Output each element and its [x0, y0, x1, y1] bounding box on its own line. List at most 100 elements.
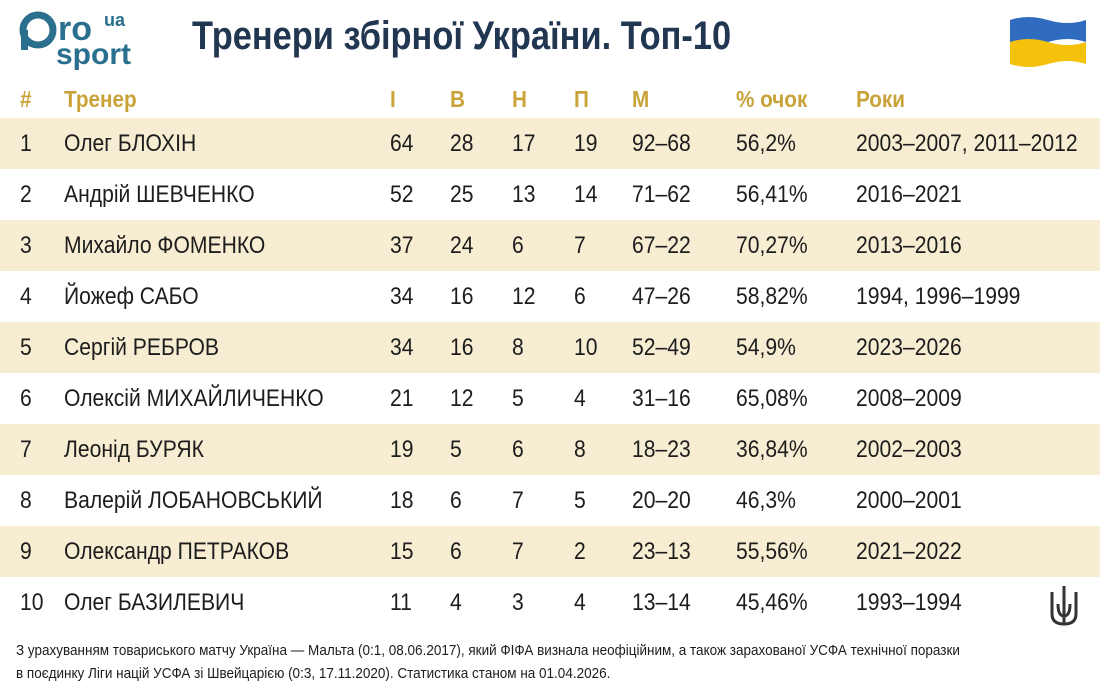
table-row: 7 Леонід БУРЯК 19 5 6 8 18–23 36,84% 2002–2003: [0, 424, 1100, 475]
table-cell: 11: [390, 589, 412, 616]
table-cell: 12: [512, 283, 536, 310]
table-cell: 67–22: [632, 232, 691, 259]
table-cell: 2016–2021: [856, 181, 962, 208]
table-cell: 1994, 1996–1999: [856, 283, 1021, 310]
table-cell: 13–14: [632, 589, 691, 616]
table-cell: Леонід БУРЯК: [64, 436, 204, 463]
column-header: В: [450, 86, 465, 112]
table-cell: Йожеф САБО: [64, 283, 199, 310]
table-cell: 70,27%: [736, 232, 808, 259]
table-cell: 5: [574, 487, 586, 514]
table-cell: 13: [512, 181, 536, 208]
table-cell: 19: [390, 436, 414, 463]
table-cell: 17: [512, 130, 536, 157]
table-cell: 21: [390, 385, 414, 412]
table-cell: 2003–2007, 2011–2012: [856, 130, 1078, 157]
table-cell: 3: [20, 232, 32, 259]
table-cell: 7: [512, 487, 524, 514]
table-cell: 10: [20, 589, 44, 616]
table-cell: 1: [20, 130, 32, 157]
table-cell: 14: [574, 181, 598, 208]
table-row: 5 Сергій РЕБРОВ 34 16 8 10 52–49 54,9% 2023–2026: [0, 322, 1100, 373]
table-cell: 6: [512, 436, 524, 463]
column-header: І: [390, 86, 396, 112]
table-cell: Валерій ЛОБАНОВСЬКИЙ: [64, 487, 323, 514]
footnote-line: З урахуванням товариського матчу Україна…: [16, 642, 960, 659]
table-cell: 45,46%: [736, 589, 808, 616]
table-cell: 2021–2022: [856, 538, 962, 565]
table-cell: 18: [390, 487, 414, 514]
table-cell: 7: [20, 436, 32, 463]
column-header: Тренер: [64, 86, 137, 112]
table-cell: 6: [20, 385, 32, 412]
title: Тренери збірної України. Топ-10: [192, 14, 732, 58]
table-cell: 8: [574, 436, 586, 463]
table-cell: 6: [450, 487, 462, 514]
table-cell: 65,08%: [736, 385, 808, 412]
logo-sport: sport: [56, 38, 131, 71]
table-cell: 16: [450, 334, 474, 361]
logo-text: ro: [58, 10, 92, 48]
table-cell: 6: [574, 283, 586, 310]
table-cell: 71–62: [632, 181, 691, 208]
table-cell: 4: [574, 589, 586, 616]
column-header: П: [574, 86, 589, 112]
table-row: 10 Олег БАЗИЛЕВИЧ 11 4 3 4 13–14 45,46% 1993–199…: [0, 577, 1100, 628]
table-cell: Олександр ПЕТРАКОВ: [64, 538, 290, 565]
table-cell: 56,2%: [736, 130, 796, 157]
table-row: 6 Олексій МИХАЙЛИЧЕНКО 21 12 5 4 31–16 65,08% 20…: [0, 373, 1100, 424]
table-cell: Олексій МИХАЙЛИЧЕНКО: [64, 385, 324, 412]
table-cell: Сергій РЕБРОВ: [64, 334, 219, 361]
table-cell: 2: [20, 181, 32, 208]
trident: [1050, 586, 1078, 626]
table-cell: 2: [574, 538, 586, 565]
table-cell: Михайло ФОМЕНКО: [64, 232, 266, 259]
table-cell: 36,84%: [736, 436, 808, 463]
table-cell: 7: [574, 232, 586, 259]
table-cell: Олег БЛОХІН: [64, 130, 197, 157]
column-header: % очок: [736, 86, 808, 112]
table-cell: 4: [20, 283, 32, 310]
logo-circle: [19, 11, 57, 50]
table-cell: 34: [390, 283, 414, 310]
table-cell: 52: [390, 181, 414, 208]
table-cell: 16: [450, 283, 474, 310]
column-header: Н: [512, 86, 527, 112]
table-cell: Андрій ШЕВЧЕНКО: [64, 181, 255, 208]
table-cell: 24: [450, 232, 474, 259]
table-cell: 47–26: [632, 283, 691, 310]
table-cell: 2023–2026: [856, 334, 962, 361]
table-cell: 6: [450, 538, 462, 565]
table-cell: 5: [512, 385, 524, 412]
table-cell: 19: [574, 130, 598, 157]
table-cell: 34: [390, 334, 414, 361]
column-header: М: [632, 86, 650, 112]
table-cell: 4: [450, 589, 462, 616]
table-cell: Олег БАЗИЛЕВИЧ: [64, 589, 245, 616]
table-row: 3 Михайло ФОМЕНКО 37 24 6 7 67–22 70,27% 2013–20…: [0, 220, 1100, 271]
column-header: #: [20, 86, 32, 112]
table-cell: 92–68: [632, 130, 691, 157]
table-cell: 10: [574, 334, 598, 361]
table-cell: 4: [574, 385, 586, 412]
footnote-line: в поєдинку Ліги націй УСФА зі Швейцарією…: [16, 665, 611, 682]
table-cell: 37: [390, 232, 414, 259]
table-cell: 31–16: [632, 385, 691, 412]
table-cell: 2002–2003: [856, 436, 962, 463]
flag: [1010, 17, 1086, 67]
table-cell: 52–49: [632, 334, 691, 361]
table-row: 4 Йожеф САБО 34 16 12 6 47–26 58,82% 1994, 1996–…: [0, 271, 1100, 322]
logo-ua: ua: [104, 10, 126, 30]
table-cell: 1993–1994: [856, 589, 962, 616]
table-cell: 6: [512, 232, 524, 259]
table-cell: 5: [450, 436, 462, 463]
table-cell: 64: [390, 130, 414, 157]
table-cell: 12: [450, 385, 474, 412]
table-row: 9 Олександр ПЕТРАКОВ 15 6 7 2 23–13 55,56% 2021–…: [0, 526, 1100, 577]
table-cell: 20–20: [632, 487, 691, 514]
table-cell: 54,9%: [736, 334, 796, 361]
table-cell: 58,82%: [736, 283, 808, 310]
column-header: Роки: [856, 86, 906, 112]
table-cell: 25: [450, 181, 474, 208]
table-cell: 18–23: [632, 436, 691, 463]
